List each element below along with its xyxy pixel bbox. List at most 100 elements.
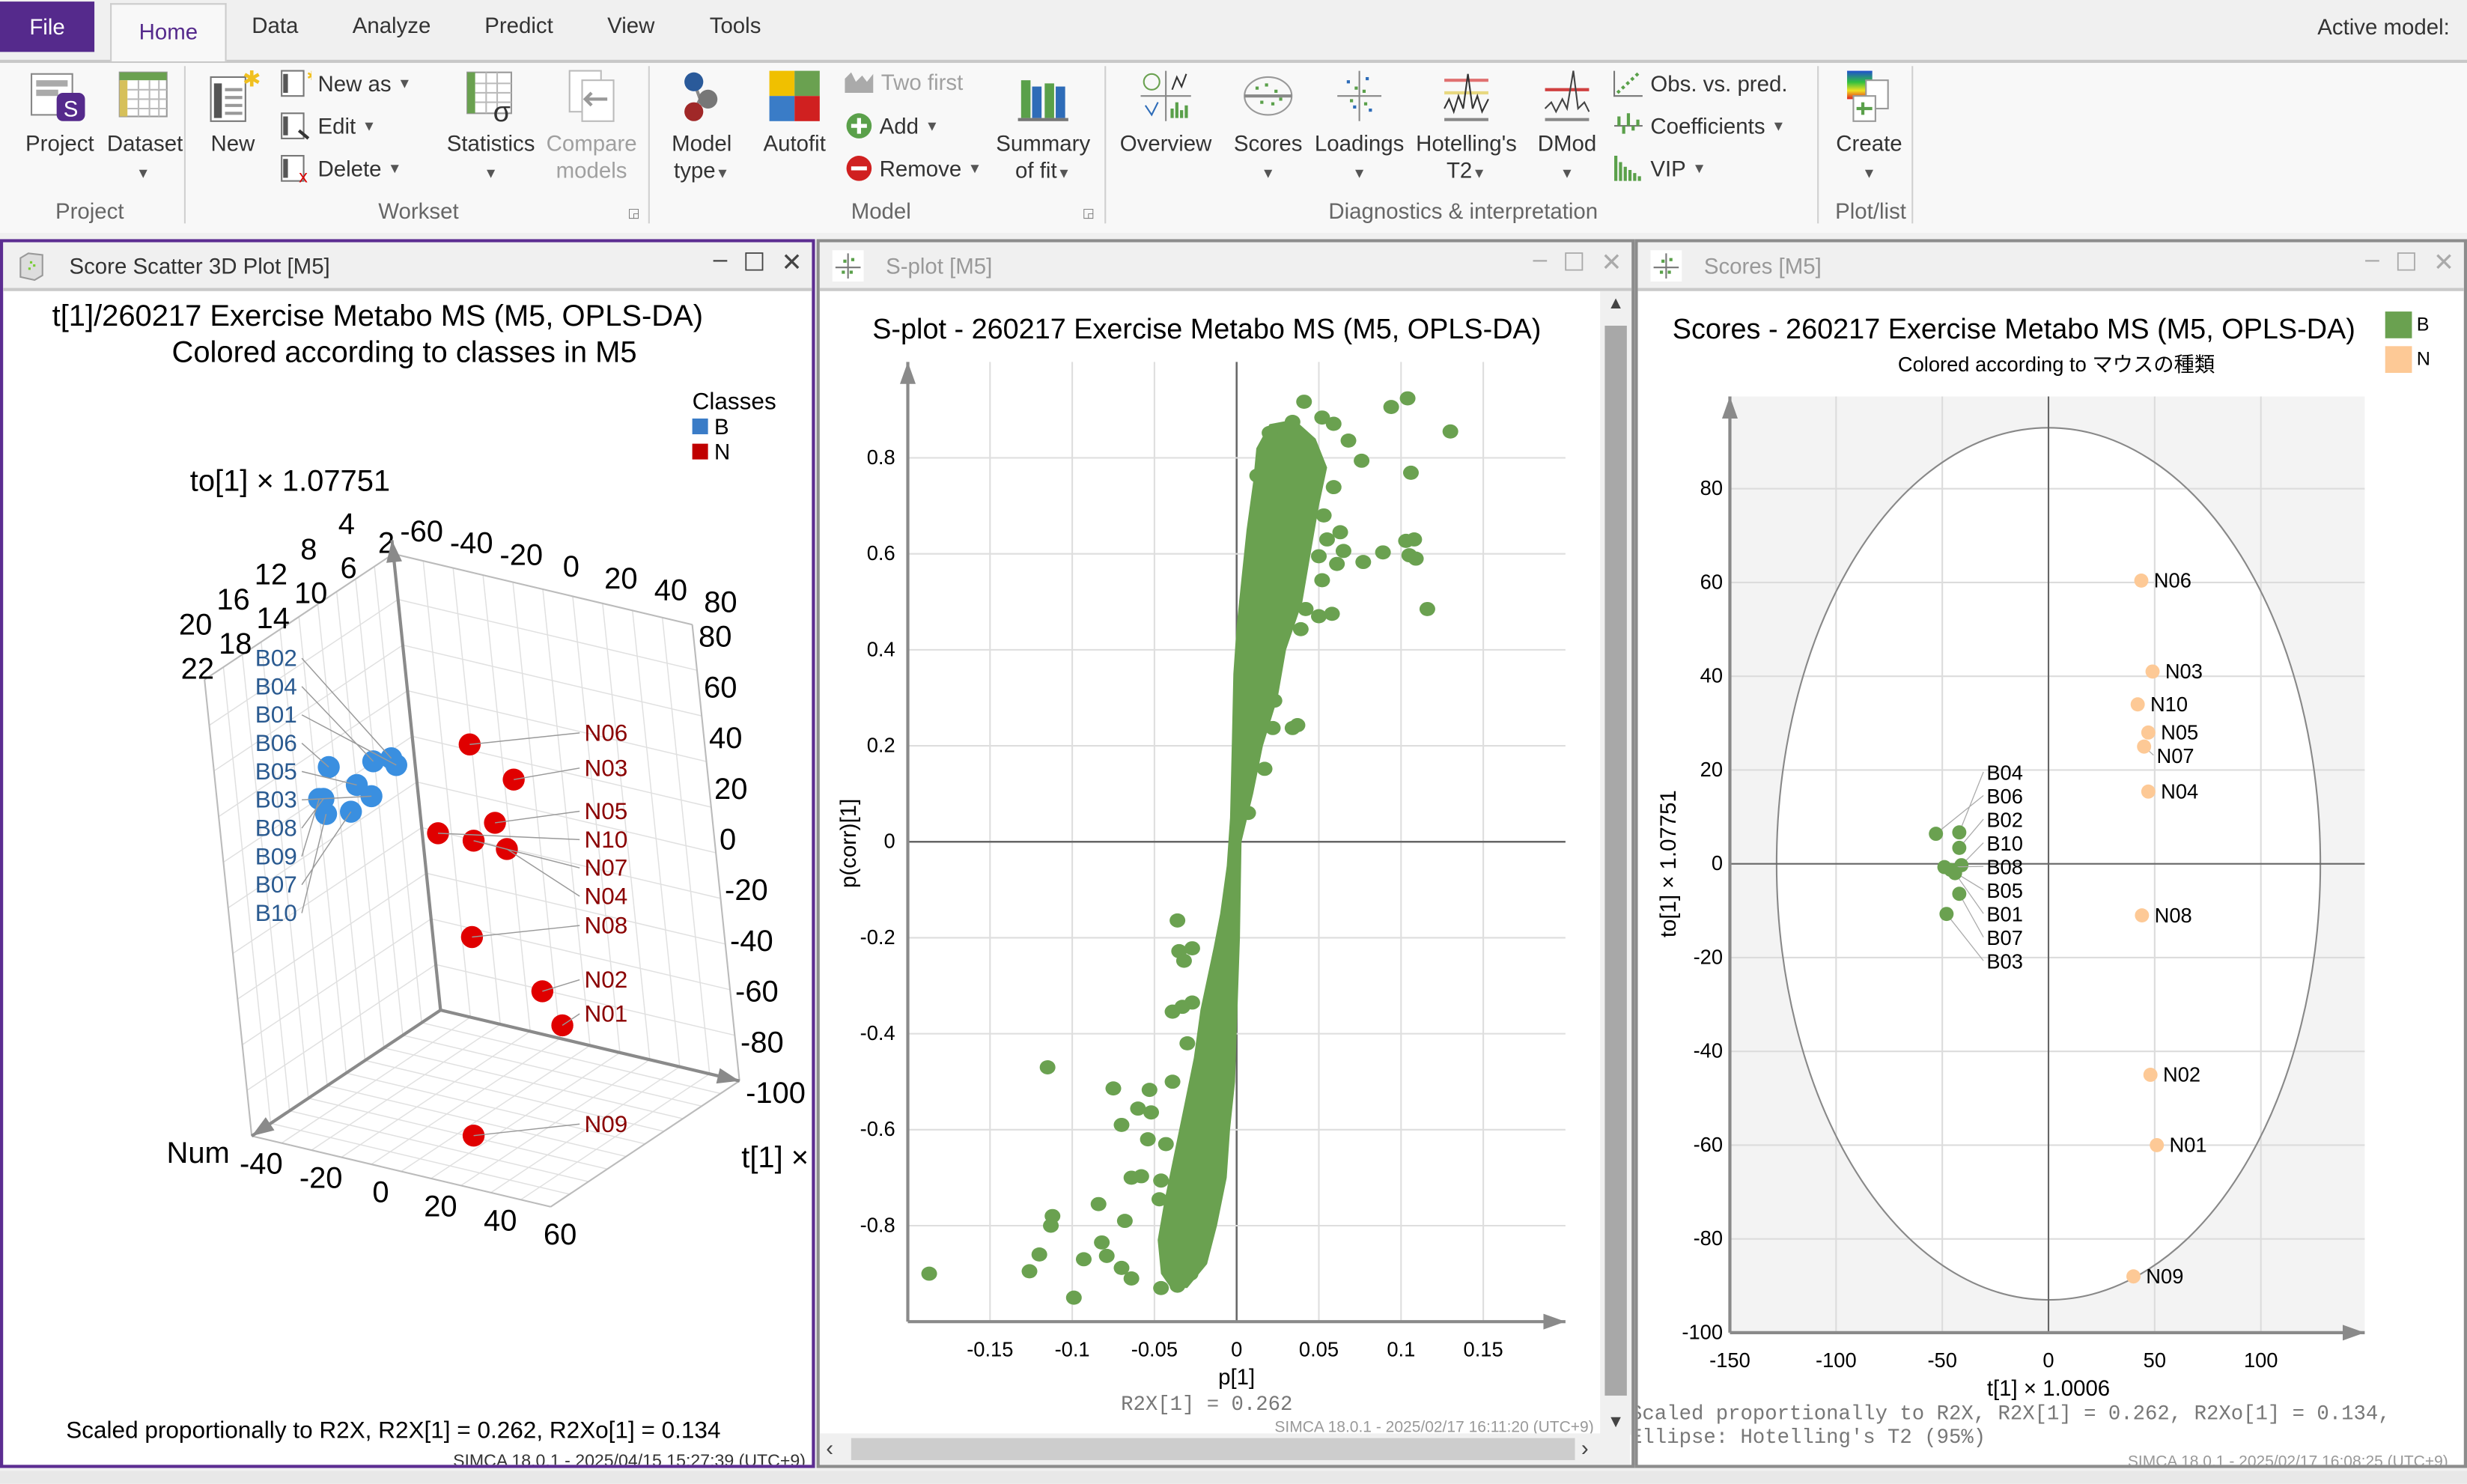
data-point	[1184, 941, 1200, 955]
scores-button[interactable]: Scores ▼	[1229, 67, 1307, 187]
z-tick-label: 4	[338, 508, 355, 541]
tab-analyze[interactable]: Analyze	[352, 12, 431, 38]
score-scatter-3d-plot[interactable]: t[1]/260217 Exercise Metabo MS (M5, OPLS…	[3, 291, 812, 1465]
scroll-left-icon[interactable]: ‹	[826, 1435, 834, 1461]
x-tick-label: -60	[400, 515, 443, 548]
grid-line	[661, 617, 711, 1074]
window-title: Scores [M5]	[1703, 253, 1822, 279]
minimize-icon[interactable]: –	[2365, 246, 2379, 274]
window-title: S-plot [M5]	[886, 253, 993, 279]
grid-line	[460, 1059, 651, 1187]
window-titlebar[interactable]: Scores [M5] – ☐ ✕	[1637, 242, 2464, 291]
tab-tools[interactable]: Tools	[709, 12, 761, 38]
scrollbar-thumb[interactable]	[1604, 325, 1627, 1396]
statistics-button[interactable]: σ Statistics ▼	[440, 67, 541, 187]
horizontal-scrollbar[interactable]: ‹ ›	[819, 1433, 1631, 1465]
obs-vs-pred-button[interactable]: Obs. vs. pred.	[1613, 69, 1788, 97]
close-icon[interactable]: ✕	[1601, 250, 1622, 277]
maximize-icon[interactable]: ☐	[1563, 250, 1586, 277]
s-plot-chart[interactable]: S-plot - 260217 Exercise Metabo MS (M5, …	[820, 291, 1597, 1435]
maximize-icon[interactable]: ☐	[743, 250, 766, 277]
y-tick-label: -0.6	[860, 1117, 895, 1140]
t2-label: T2	[1446, 157, 1473, 183]
point-label: B04	[1986, 761, 2023, 785]
grid-line	[209, 599, 399, 726]
chevron-down-icon: ▼	[967, 160, 982, 177]
maximize-icon[interactable]: ☐	[2394, 250, 2418, 277]
coefficients-button[interactable]: Coefficients ▼	[1613, 112, 1786, 140]
summary-of-fit-button[interactable]: Summary of fit▼	[991, 67, 1095, 187]
close-icon[interactable]: ✕	[2433, 250, 2455, 277]
two-first-label: Two first	[880, 69, 964, 95]
create-plot-button[interactable]: Create ▼	[1825, 67, 1914, 187]
grid-line	[279, 629, 328, 1086]
models-label: models	[556, 157, 627, 183]
x-axis-label: t[1] ×	[741, 1141, 809, 1174]
grid-line	[416, 781, 717, 854]
dmod-button[interactable]: DMod ▼	[1530, 67, 1605, 187]
score-point-B07	[1952, 887, 1967, 901]
dmod-icon	[1544, 70, 1590, 121]
vip-icon	[1614, 156, 1641, 181]
autofit-button[interactable]: Autofit	[752, 67, 836, 157]
tab-data[interactable]: Data	[252, 12, 299, 38]
box-edge	[251, 1135, 551, 1208]
group-divider	[183, 66, 186, 224]
window-titlebar[interactable]: S-plot [M5] – ☐ ✕	[819, 242, 1632, 291]
new-as-button[interactable]: ✱ New as ▼	[280, 69, 412, 97]
data-point	[1298, 601, 1314, 616]
tab-predict[interactable]: Predict	[484, 12, 553, 38]
dialog-launcher-icon[interactable]: ◲	[627, 206, 640, 221]
scrollbar-thumb[interactable]	[851, 1438, 1575, 1461]
scores-chart[interactable]: Scores - 260217 Exercise Metabo MS (M5, …	[1638, 291, 2464, 1468]
overview-button[interactable]: Overview	[1116, 67, 1216, 157]
model-type-button[interactable]: Model type▼	[663, 67, 741, 187]
grid-line	[326, 1085, 627, 1158]
add-icon	[846, 113, 872, 139]
label-leader-line	[1946, 913, 1984, 961]
window-titlebar[interactable]: Score Scatter 3D Plot [M5] – ☐ ✕	[3, 242, 812, 291]
project-button[interactable]: S Project	[13, 67, 107, 157]
x-tick-label: 20	[424, 1190, 457, 1223]
data-point	[1182, 1266, 1199, 1281]
dataset-button[interactable]: Dataset ▼	[107, 67, 183, 187]
vip-button[interactable]: VIP ▼	[1613, 154, 1706, 183]
hotellings-label: Hotelling's	[1416, 130, 1517, 156]
tab-home[interactable]: Home	[110, 3, 227, 61]
group-divider	[648, 66, 650, 224]
grid-line	[308, 1098, 608, 1170]
x-tick-label: 0.15	[1464, 1337, 1503, 1360]
data-point	[1406, 532, 1423, 547]
scroll-down-icon[interactable]: ▼	[1607, 1413, 1625, 1432]
tab-view[interactable]: View	[607, 12, 655, 38]
new-workset-button[interactable]: ✱ New	[201, 67, 264, 157]
dialog-launcher-icon[interactable]: ◲	[1082, 206, 1095, 221]
z-axis-label: Num	[167, 1137, 230, 1170]
chevron-down-icon: ▼	[1862, 165, 1876, 181]
minimize-icon[interactable]: –	[1533, 246, 1548, 274]
axis-arrowhead	[2342, 1325, 2365, 1341]
loadings-button[interactable]: Loadings ▼	[1310, 67, 1408, 187]
y-tick-label: 0	[720, 824, 736, 857]
remove-component-button[interactable]: Remove ▼	[845, 154, 982, 183]
compare-models-button[interactable]: Compare models	[544, 67, 639, 184]
edit-workset-button[interactable]: Edit ▼	[280, 112, 376, 140]
hotellings-t2-button[interactable]: Hotelling's T2▼	[1410, 67, 1523, 187]
minimize-icon[interactable]: –	[713, 246, 728, 274]
add-component-button[interactable]: Add ▼	[845, 112, 939, 140]
legend-label-n: N	[2417, 349, 2430, 370]
scroll-up-icon[interactable]: ▲	[1607, 294, 1625, 314]
label-leader-line	[472, 925, 580, 938]
new-workset-icon: ✱	[210, 67, 261, 122]
hotellings-t2-icon	[1444, 73, 1489, 121]
vertical-scrollbar[interactable]: ▲ ▼	[1600, 291, 1632, 1435]
y-tick-label: 20	[1700, 758, 1723, 781]
obs-vs-pred-label: Obs. vs. pred.	[1650, 70, 1788, 97]
point-label: N10	[584, 826, 627, 853]
close-icon[interactable]: ✕	[781, 250, 803, 277]
data-point	[1296, 395, 1312, 409]
two-first-button[interactable]: Two first	[843, 69, 963, 94]
delete-workset-button[interactable]: x Delete ▼	[280, 154, 402, 183]
scroll-right-icon[interactable]: ›	[1581, 1435, 1589, 1461]
tab-file[interactable]: File	[0, 1, 95, 52]
